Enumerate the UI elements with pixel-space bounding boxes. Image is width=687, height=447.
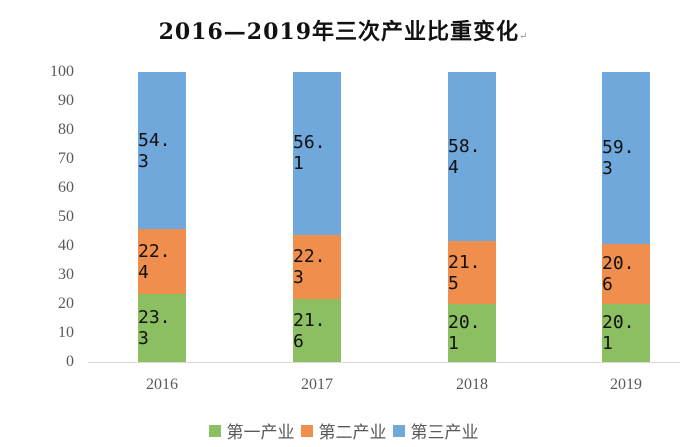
y-tick-label: 0 xyxy=(66,353,74,370)
y-tick-label: 20 xyxy=(58,295,74,312)
legend-label: 第二产业 xyxy=(318,423,387,443)
legend-swatch-icon xyxy=(208,424,221,437)
y-tick-label: 60 xyxy=(58,179,74,196)
x-tick-label: 2016 xyxy=(146,376,178,393)
legend-item: 第三产业 xyxy=(392,418,479,443)
bar-segment: 22. 3 xyxy=(293,234,341,300)
bar-segment: 21. 5 xyxy=(448,241,496,304)
stacked-bar-2018: 20. 1 21. 5 58. 4 xyxy=(448,72,496,362)
chart-title-text: 2016—2019年三次产业比重变化 xyxy=(158,19,520,45)
y-tick-label: 10 xyxy=(58,324,74,341)
bar-segment: 23. 3 xyxy=(138,294,186,362)
stacked-bar-2019: 20. 1 20. 6 59. 3 xyxy=(602,72,650,362)
bar-segment: 58. 4 xyxy=(448,72,496,242)
y-tick-label: 80 xyxy=(58,121,74,138)
legend-item: 第一产业 xyxy=(208,418,295,443)
y-tick-label: 30 xyxy=(58,266,74,283)
x-tick-label: 2018 xyxy=(456,376,488,393)
bar-segment: 56. 1 xyxy=(293,72,341,235)
y-tick-label: 90 xyxy=(58,92,74,109)
legend-swatch-icon xyxy=(392,424,405,437)
paragraph-mark-icon: ↵ xyxy=(519,31,529,42)
bar-segment: 20. 1 xyxy=(448,303,496,362)
legend-swatch-icon xyxy=(300,424,313,437)
legend-item: 第二产业 xyxy=(300,418,387,443)
stacked-bar-2017: 21. 6 22. 3 56. 1 xyxy=(293,72,341,362)
y-tick-label: 70 xyxy=(58,150,74,167)
y-tick-label: 40 xyxy=(58,237,74,254)
bar-segment: 22. 4 xyxy=(138,229,186,295)
x-axis-line xyxy=(88,362,680,363)
bar-segment: 54. 3 xyxy=(138,72,186,230)
y-tick-label: 50 xyxy=(58,208,74,225)
bar-segment: 21. 6 xyxy=(293,299,341,362)
legend: 第一产业 第二产业 第三产业 xyxy=(0,418,687,443)
legend-label: 第三产业 xyxy=(410,423,479,443)
x-tick-label: 2019 xyxy=(610,376,642,393)
chart-title: 2016—2019年三次产业比重变化↵ xyxy=(0,14,687,46)
x-tick-label: 2017 xyxy=(301,376,333,393)
bar-segment: 20. 6 xyxy=(602,243,650,304)
bar-segment: 20. 1 xyxy=(602,303,650,362)
y-tick-label: 100 xyxy=(50,63,74,80)
legend-label: 第一产业 xyxy=(226,423,295,443)
bar-segment: 59. 3 xyxy=(602,72,650,244)
stacked-bar-2016: 23. 3 22. 4 54. 3 xyxy=(138,72,186,362)
